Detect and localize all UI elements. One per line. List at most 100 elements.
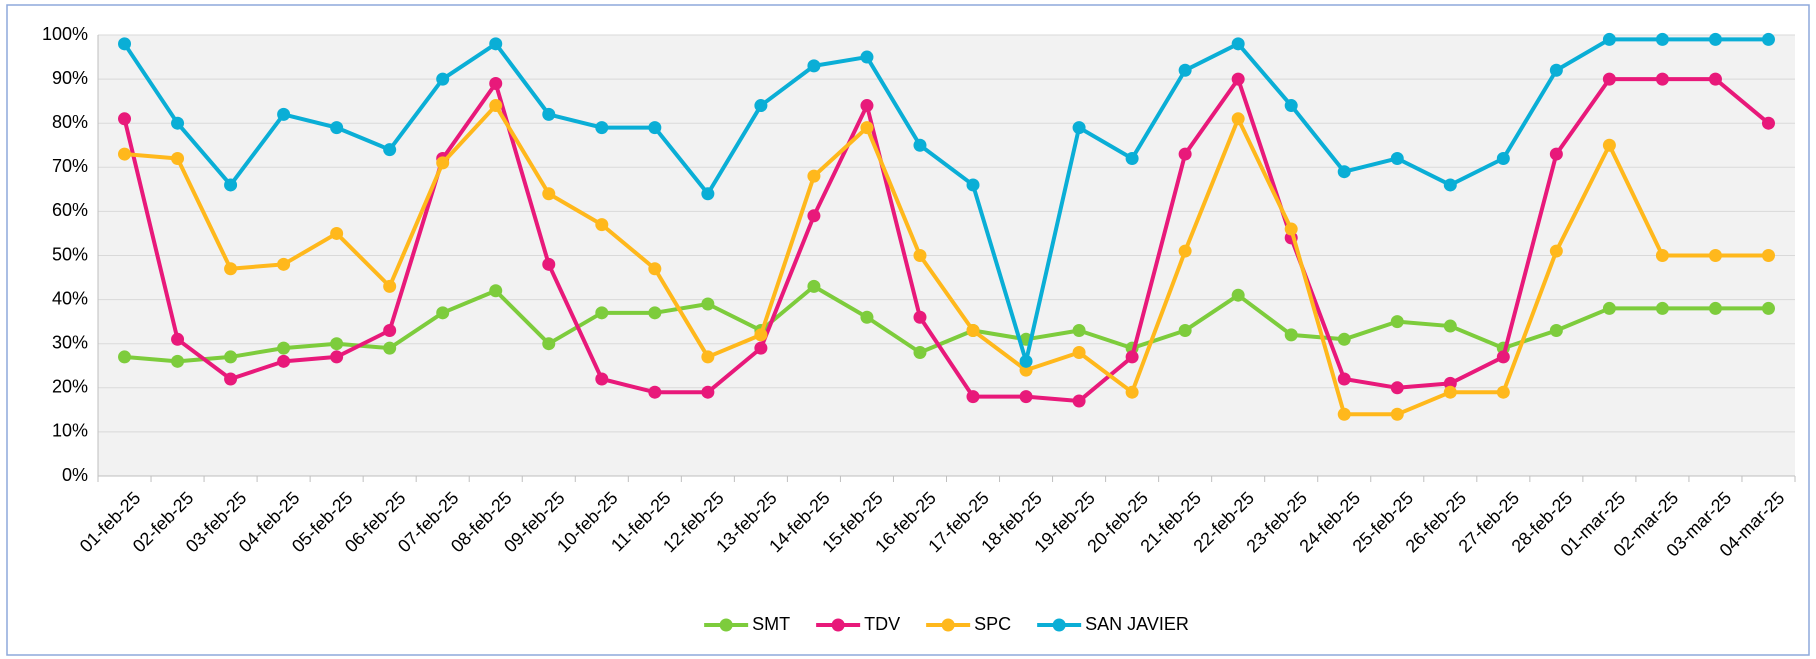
data-point <box>1602 72 1616 86</box>
data-point <box>860 310 874 324</box>
data-point <box>860 99 874 113</box>
data-point <box>1390 151 1404 165</box>
data-point <box>913 138 927 152</box>
data-point <box>754 99 768 113</box>
data-point <box>807 59 821 73</box>
data-point <box>1761 32 1775 46</box>
data-point <box>1019 354 1033 368</box>
data-point <box>224 178 238 192</box>
data-point <box>277 341 291 355</box>
data-point <box>1708 249 1722 262</box>
data-point <box>1496 385 1510 399</box>
data-point <box>1125 350 1139 364</box>
data-point <box>1178 323 1192 337</box>
data-point <box>1496 350 1510 364</box>
data-point <box>701 187 715 201</box>
y-tick-label: 50% <box>52 244 88 264</box>
data-point <box>1019 390 1033 404</box>
data-point <box>1390 407 1404 421</box>
data-point <box>171 332 185 346</box>
data-point <box>1178 63 1192 77</box>
data-point <box>1602 138 1616 152</box>
data-point <box>436 156 450 170</box>
data-point <box>595 306 609 320</box>
data-point <box>1125 385 1139 399</box>
legend-marker <box>831 618 845 632</box>
data-point <box>595 121 609 135</box>
data-point <box>330 350 344 364</box>
y-tick-label: 60% <box>52 200 88 220</box>
data-point <box>118 147 132 161</box>
data-point <box>383 279 397 293</box>
data-point <box>913 310 927 324</box>
data-point <box>277 107 291 121</box>
data-point <box>1549 323 1563 337</box>
data-point <box>754 341 768 355</box>
data-point <box>913 346 927 360</box>
data-point <box>171 354 185 368</box>
data-point <box>1284 99 1298 113</box>
data-point <box>1390 315 1404 329</box>
data-point <box>595 218 609 232</box>
data-point <box>648 306 662 320</box>
data-point <box>1231 112 1245 126</box>
data-point <box>1072 323 1086 337</box>
data-point <box>383 341 397 355</box>
y-tick-label: 90% <box>52 68 88 88</box>
data-point <box>436 306 450 320</box>
data-point <box>1337 332 1351 346</box>
data-point <box>1178 244 1192 258</box>
data-point <box>542 187 556 201</box>
data-point <box>648 385 662 399</box>
data-point <box>807 209 821 223</box>
y-tick-label: 30% <box>52 332 88 352</box>
data-point <box>277 257 291 271</box>
data-point <box>489 77 503 91</box>
legend-label: SAN JAVIER <box>1085 614 1189 634</box>
legend-label: TDV <box>864 614 900 634</box>
data-point <box>648 121 662 135</box>
data-point <box>701 350 715 364</box>
data-point <box>224 350 238 364</box>
data-point <box>1125 151 1139 165</box>
data-point <box>489 284 503 298</box>
data-point <box>171 151 185 165</box>
data-point <box>330 226 344 240</box>
data-point <box>1443 178 1457 192</box>
data-point <box>966 178 980 192</box>
data-point <box>1655 72 1669 86</box>
data-point <box>701 385 715 399</box>
y-tick-label: 40% <box>52 288 88 308</box>
series-line <box>122 37 1769 364</box>
data-point <box>1761 116 1775 130</box>
data-point <box>1337 407 1351 421</box>
data-point <box>1708 32 1722 46</box>
data-point <box>1443 319 1457 333</box>
data-point <box>118 37 132 51</box>
data-point <box>1602 301 1616 315</box>
data-point <box>542 107 556 121</box>
data-point <box>118 112 132 126</box>
data-point <box>913 249 927 262</box>
data-point <box>1708 72 1722 86</box>
y-tick-label: 70% <box>52 156 88 176</box>
data-point <box>1072 121 1086 135</box>
data-point <box>171 116 185 130</box>
data-point <box>1549 63 1563 77</box>
data-point <box>1072 394 1086 408</box>
data-point <box>277 354 291 368</box>
data-point <box>1655 249 1669 262</box>
series-line <box>124 284 1769 364</box>
data-point <box>330 337 344 351</box>
data-point <box>1602 32 1616 46</box>
data-point <box>1390 381 1404 395</box>
series-line <box>122 77 1770 404</box>
data-point <box>436 72 450 86</box>
legend-label: SPC <box>974 614 1011 634</box>
data-point <box>1761 301 1775 315</box>
legend: SMT TDV SPC SAN JAVIER <box>704 614 1189 634</box>
legend-marker <box>719 618 733 632</box>
data-point <box>860 50 874 64</box>
data-point <box>542 337 556 351</box>
